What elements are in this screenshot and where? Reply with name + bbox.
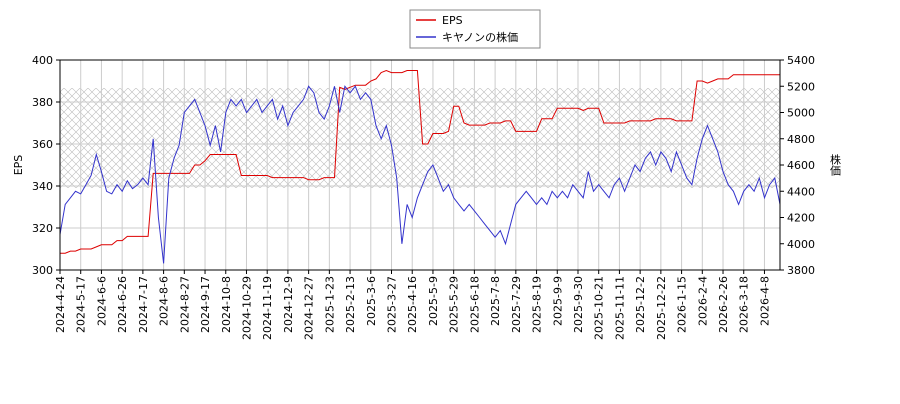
x-tick-label: 2025-3-27	[386, 276, 399, 333]
x-tick-label: 2025-5-29	[448, 276, 461, 333]
x-tick-label: 2024-4-24	[54, 276, 67, 333]
legend: EPS キヤノンの株価	[409, 9, 541, 49]
x-tick-label: 2024-7-17	[137, 276, 150, 333]
x-tick-label: 2025-11-11	[613, 276, 626, 340]
x-tick-label: 2024-10-8	[220, 276, 233, 333]
y-tick-label: 300	[32, 264, 53, 277]
x-tick-label: 2025-6-18	[468, 276, 481, 333]
marks	[59, 69, 781, 264]
x-tick-label: 2024-5-17	[75, 276, 88, 333]
x-tick-label: 2025-12-2	[634, 276, 647, 333]
x-tick-label: 2025-1-23	[323, 276, 336, 333]
legend-box	[409, 9, 541, 49]
y-axis-label: EPS	[12, 155, 25, 176]
legend-label: EPS	[442, 14, 463, 27]
x-tick-label: 2025-10-21	[593, 276, 606, 340]
y2-axis-label: 株価	[829, 153, 842, 176]
y2-tick-label: 5400	[787, 54, 815, 67]
x-tick-label: 2024-12-27	[303, 276, 316, 340]
y2-tick-label: 5200	[787, 80, 815, 93]
x-tick-label: 2025-9-9	[551, 276, 564, 326]
y-tick-label: 400	[32, 54, 53, 67]
series-line	[60, 69, 780, 254]
x-tick-label: 2024-12-9	[282, 276, 295, 333]
x-tick-label: 2024-9-17	[199, 276, 212, 333]
x-tick-label: 2025-5-9	[427, 276, 440, 326]
y2-tick-label: 4200	[787, 212, 815, 225]
x-tick-label: 2024-11-19	[261, 276, 274, 340]
x-tick-label: 2024-10-29	[240, 276, 253, 340]
x-tick-label: 2026-3-18	[738, 276, 751, 333]
y-tick-label: 340	[32, 180, 53, 193]
x-tick-label: 2025-12-22	[655, 276, 668, 340]
x-tick-label: 2024-6-6	[95, 276, 108, 326]
x-tick-label: 2026-2-4	[696, 276, 709, 326]
x-tick-label: 2025-7-8	[489, 276, 502, 326]
x-tick-label: 2025-9-30	[572, 276, 585, 333]
x-tick-label: 2025-2-13	[344, 276, 357, 333]
x-tick-label: 2025-8-19	[531, 276, 544, 333]
x-tick-label: 2024-8-27	[178, 276, 191, 333]
y2-tick-label: 4800	[787, 133, 815, 146]
y2-tick-label: 5000	[787, 107, 815, 120]
y2-tick-label: 4400	[787, 185, 815, 198]
x-tick-label: 2025-4-16	[406, 276, 419, 333]
x-tick-label: 2024-6-26	[116, 276, 129, 333]
y2-tick-label: 4600	[787, 159, 815, 172]
legend-label: キヤノンの株価	[442, 30, 518, 44]
y-tick-label: 360	[32, 138, 53, 151]
x-tick-label: 2026-1-15	[676, 276, 689, 333]
x-tick-label: 2024-8-6	[158, 276, 171, 326]
x-tick-label: 2025-3-6	[365, 276, 378, 326]
x-tick-label: 2026-4-8	[758, 276, 771, 326]
series-line	[59, 85, 781, 264]
x-tick-label: 2026-2-26	[717, 276, 730, 333]
x-tick-label: 2025-7-29	[510, 276, 523, 333]
y2-tick-label: 4000	[787, 238, 815, 251]
y-tick-label: 320	[32, 222, 53, 235]
y-tick-label: 380	[32, 96, 53, 109]
y2-tick-label: 3800	[787, 264, 815, 277]
